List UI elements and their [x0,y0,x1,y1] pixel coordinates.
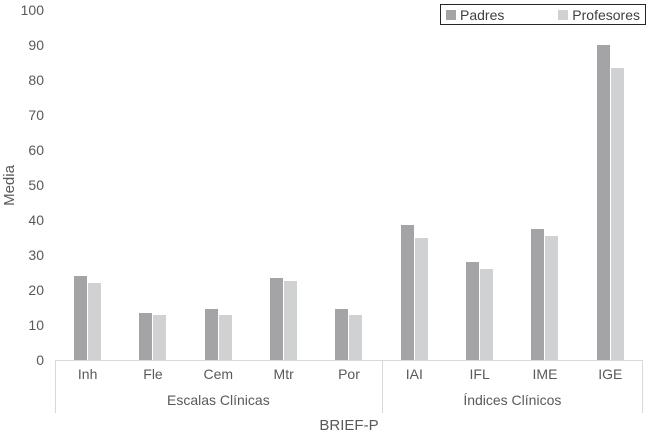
bar-padres-IGE [596,45,610,360]
category-label-IME: IME [532,365,558,382]
legend-label: Profesores [572,6,640,23]
group-label: Escalas Clínicas [166,392,270,408]
category-label-IGE: IGE [598,365,623,382]
legend: Padres Profesores [440,4,646,25]
y-tick-label: 90 [28,37,44,53]
bar-profesores-Fle [153,314,167,360]
bar-group-Por [316,10,381,360]
bar-group-Mtr [251,10,316,360]
bar-profesores-Inh [88,283,102,360]
bar-padres-Por [335,309,349,360]
y-tick-label: 60 [28,142,44,158]
category-label-Cem: Cem [203,365,234,382]
axis-divider-line [55,360,56,413]
bar-profesores-Cem [218,314,232,360]
legend-label: Padres [460,6,505,23]
y-tick-label: 30 [28,247,44,263]
legend-swatch-icon [558,9,569,20]
bar-padres-IAI [400,225,414,360]
bar-group-Fle [120,10,185,360]
bar-profesores-IME [545,235,559,360]
bar-group-IFL [447,10,512,360]
bar-group-IME [512,10,577,360]
bar-profesores-IGE [610,67,624,360]
y-tick-label: 100 [20,2,44,18]
bar-group-IGE [578,10,643,360]
bar-profesores-Por [349,314,363,360]
group-label-row: Escalas Clínicas Índices Clínicos [55,387,643,413]
bar-padres-Inh [74,276,88,360]
y-axis-tick-labels: 0 10 20 30 40 50 60 70 80 90 100 [0,3,44,367]
group-label: Índices Clínicos [463,392,562,408]
bar-group-IAI [382,10,447,360]
y-tick-label: 0 [36,352,44,368]
y-tick-label: 80 [28,72,44,88]
category-label-Inh: Inh [77,365,98,382]
category-label-row: Inh Fle Cem Mtr Por IAI IFL IME IGE [55,360,643,387]
bar-padres-Fle [139,312,153,360]
bar-group-Cem [186,10,251,360]
bar-padres-IFL [466,262,480,360]
category-label-IFL: IFL [469,365,490,382]
bar-profesores-IFL [480,269,494,360]
bar-padres-IME [531,228,545,360]
y-tick-label: 70 [28,107,44,123]
category-label-IAI: IAI [405,365,423,382]
bar-profesores-Mtr [284,281,298,360]
y-tick-label: 20 [28,282,44,298]
legend-item-profesores: Profesores [558,8,640,22]
category-axis: Inh Fle Cem Mtr Por IAI IFL IME IGE Escalas Clín… [55,360,643,413]
y-tick-label: 50 [28,177,44,193]
bar-group-Inh [55,10,120,360]
x-axis-title: BRIEF-P [319,416,379,434]
plot-area [55,10,643,361]
category-label-Mtr: Mtr [273,365,294,382]
category-label-Por: Por [338,365,360,382]
axis-divider-line [381,360,383,413]
category-label-Fle: Fle [143,365,163,382]
y-tick-label: 40 [28,212,44,228]
bar-profesores-IAI [414,237,428,360]
axis-divider-line [642,360,643,413]
bar-padres-Mtr [270,277,284,360]
legend-swatch-icon [446,9,456,20]
bar-padres-Cem [204,309,218,360]
y-tick-label: 10 [28,317,44,333]
legend-item-padres: Padres [446,8,504,22]
